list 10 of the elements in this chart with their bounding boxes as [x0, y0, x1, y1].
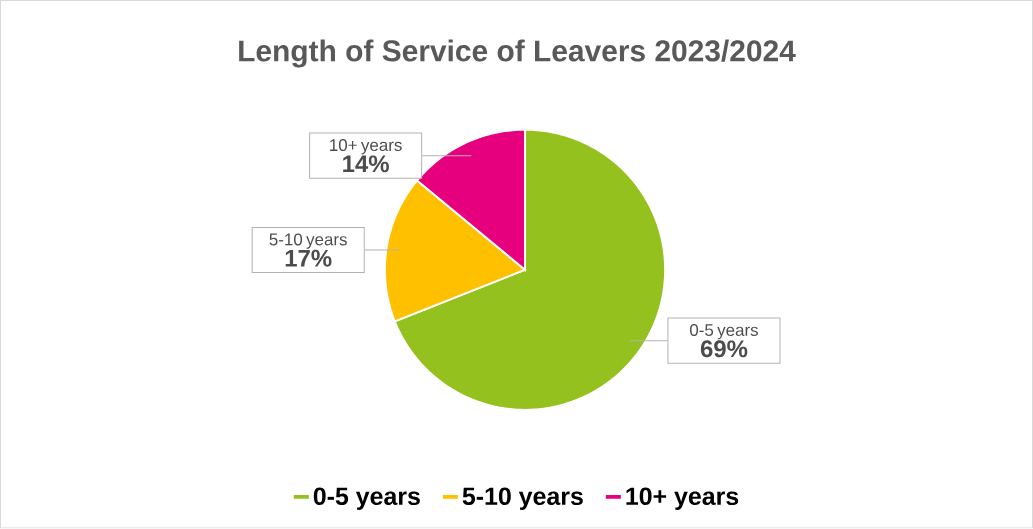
legend-label: 0-5 years — [313, 487, 420, 511]
slice-label: 10+ years — [330, 139, 402, 155]
data-label: 14% — [343, 155, 389, 173]
data-label: 69% — [700, 340, 748, 358]
data-label: 17% — [285, 250, 332, 267]
slice-label: 0-5 years — [689, 324, 758, 340]
chart-title: Length of Service of Leavers 2023/2024 — [239, 39, 796, 68]
legend-label: 10+ years — [626, 487, 739, 511]
slice-label: 5-10 years — [269, 233, 347, 250]
legend-label: 5-10 years — [462, 487, 583, 511]
